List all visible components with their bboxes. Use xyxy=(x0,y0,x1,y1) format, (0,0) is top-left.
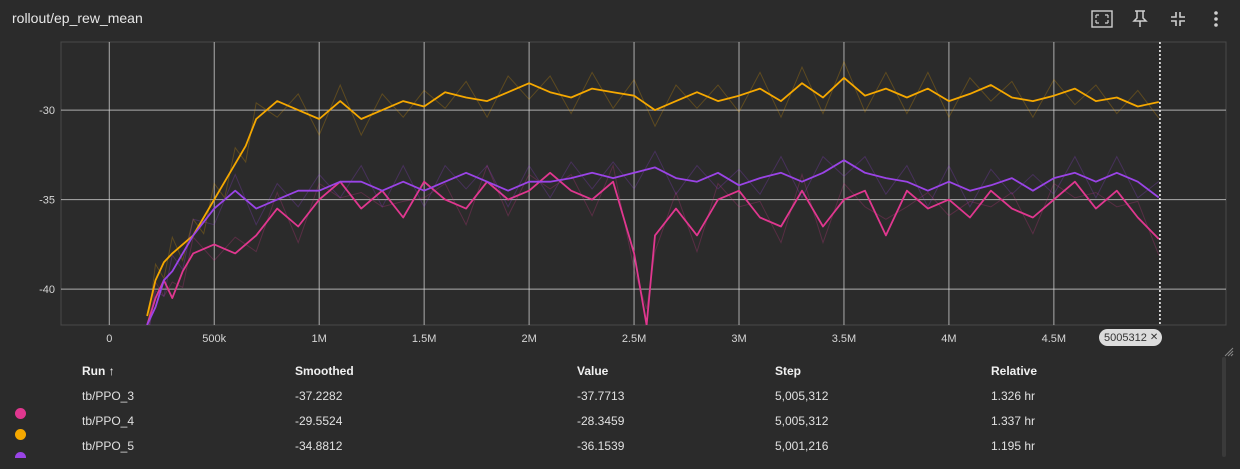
series-lines xyxy=(146,60,1160,325)
series-raw-line xyxy=(147,60,1160,325)
relative-time: 1.337 hr xyxy=(991,414,1036,428)
pin-icon[interactable] xyxy=(1128,8,1152,30)
more-vert-icon[interactable] xyxy=(1204,8,1228,30)
y-axis: -40 -35 -30 xyxy=(39,105,55,296)
y-tick-label: -30 xyxy=(39,105,55,117)
y-tick-label: -40 xyxy=(39,284,55,296)
run-name: tb/PPO_5 xyxy=(82,439,135,453)
table-header: Run ↑ Smoothed Value Step Relative xyxy=(0,360,1215,385)
relative-time: 1.326 hr xyxy=(991,389,1036,403)
smoothed-value: -29.5524 xyxy=(295,414,343,428)
run-color-swatch[interactable] xyxy=(15,408,26,419)
x-tick-label: 4.5M xyxy=(1042,333,1066,345)
x-tick-label: 3M xyxy=(731,333,746,345)
plot-frame xyxy=(60,41,1227,326)
x-axis: 0 500k 1M 1.5M 2M 2.5M 3M 3.5M 4M 4.5M xyxy=(106,333,1066,345)
x-tick-label: 2M xyxy=(521,333,536,345)
chart-toolbar xyxy=(1090,8,1228,30)
close-icon[interactable]: ✕ xyxy=(1149,332,1159,343)
step-value: 5,005,312 xyxy=(775,389,829,403)
table-row[interactable]: tb/PPO_5 -34.8812 -36.1539 5,001,216 1.1… xyxy=(0,435,1215,460)
fit-domain-icon[interactable] xyxy=(1090,8,1114,30)
x-tick-label: 2.5M xyxy=(622,333,646,345)
step-marker-label[interactable]: 5005312 ✕ xyxy=(1099,329,1163,346)
x-tick-label: 1.5M xyxy=(412,333,436,345)
collapse-icon[interactable] xyxy=(1166,8,1190,30)
x-tick-label: 500k xyxy=(202,333,226,345)
step-value: 5,005,312 xyxy=(775,414,829,428)
series-raw-line xyxy=(148,163,1160,325)
col-value-header[interactable]: Value xyxy=(577,364,609,378)
series-line xyxy=(146,76,1159,317)
line-chart[interactable]: 0 500k 1M 1.5M 2M 2.5M 3M 3.5M 4M 4.5M -40 -35 -30 xyxy=(0,0,1240,350)
col-step-header[interactable]: Step xyxy=(775,364,802,378)
col-relative-header[interactable]: Relative xyxy=(991,364,1038,378)
x-tick-label: 4M xyxy=(941,333,956,345)
run-color-swatch[interactable] xyxy=(15,452,26,458)
step-marker-value: 5005312 xyxy=(1104,331,1147,344)
x-tick-label: 1M xyxy=(312,333,327,345)
resize-handle-icon[interactable] xyxy=(1224,347,1234,357)
runs-table: Run ↑ Smoothed Value Step Relative tb/PP… xyxy=(0,360,1215,460)
grid xyxy=(60,41,1227,326)
table-scrollbar[interactable] xyxy=(1222,357,1226,457)
run-name: tb/PPO_3 xyxy=(82,389,135,403)
run-color-swatch[interactable] xyxy=(15,429,26,440)
card-title: rollout/ep_rew_mean xyxy=(12,10,143,26)
series-line xyxy=(146,171,1160,325)
x-tick-label: 3.5M xyxy=(832,333,856,345)
relative-time: 1.195 hr xyxy=(991,439,1036,453)
col-run-header[interactable]: Run ↑ xyxy=(82,364,115,378)
series-line xyxy=(146,159,1160,325)
step-value: 5,001,216 xyxy=(775,439,829,453)
raw-value: -28.3459 xyxy=(577,414,625,428)
table-row[interactable]: tb/PPO_4 -29.5524 -28.3459 5,005,312 1.3… xyxy=(0,410,1215,435)
col-smoothed-header[interactable]: Smoothed xyxy=(295,364,354,378)
run-name: tb/PPO_4 xyxy=(82,414,135,428)
x-tick-label: 0 xyxy=(106,333,112,345)
smoothed-value: -34.8812 xyxy=(295,439,343,453)
raw-value: -37.7713 xyxy=(577,389,625,403)
table-row[interactable]: tb/PPO_3 -37.2282 -37.7713 5,005,312 1.3… xyxy=(0,385,1215,410)
raw-value: -36.1539 xyxy=(577,439,625,453)
y-tick-label: -35 xyxy=(39,195,55,207)
smoothed-value: -37.2282 xyxy=(295,389,343,403)
